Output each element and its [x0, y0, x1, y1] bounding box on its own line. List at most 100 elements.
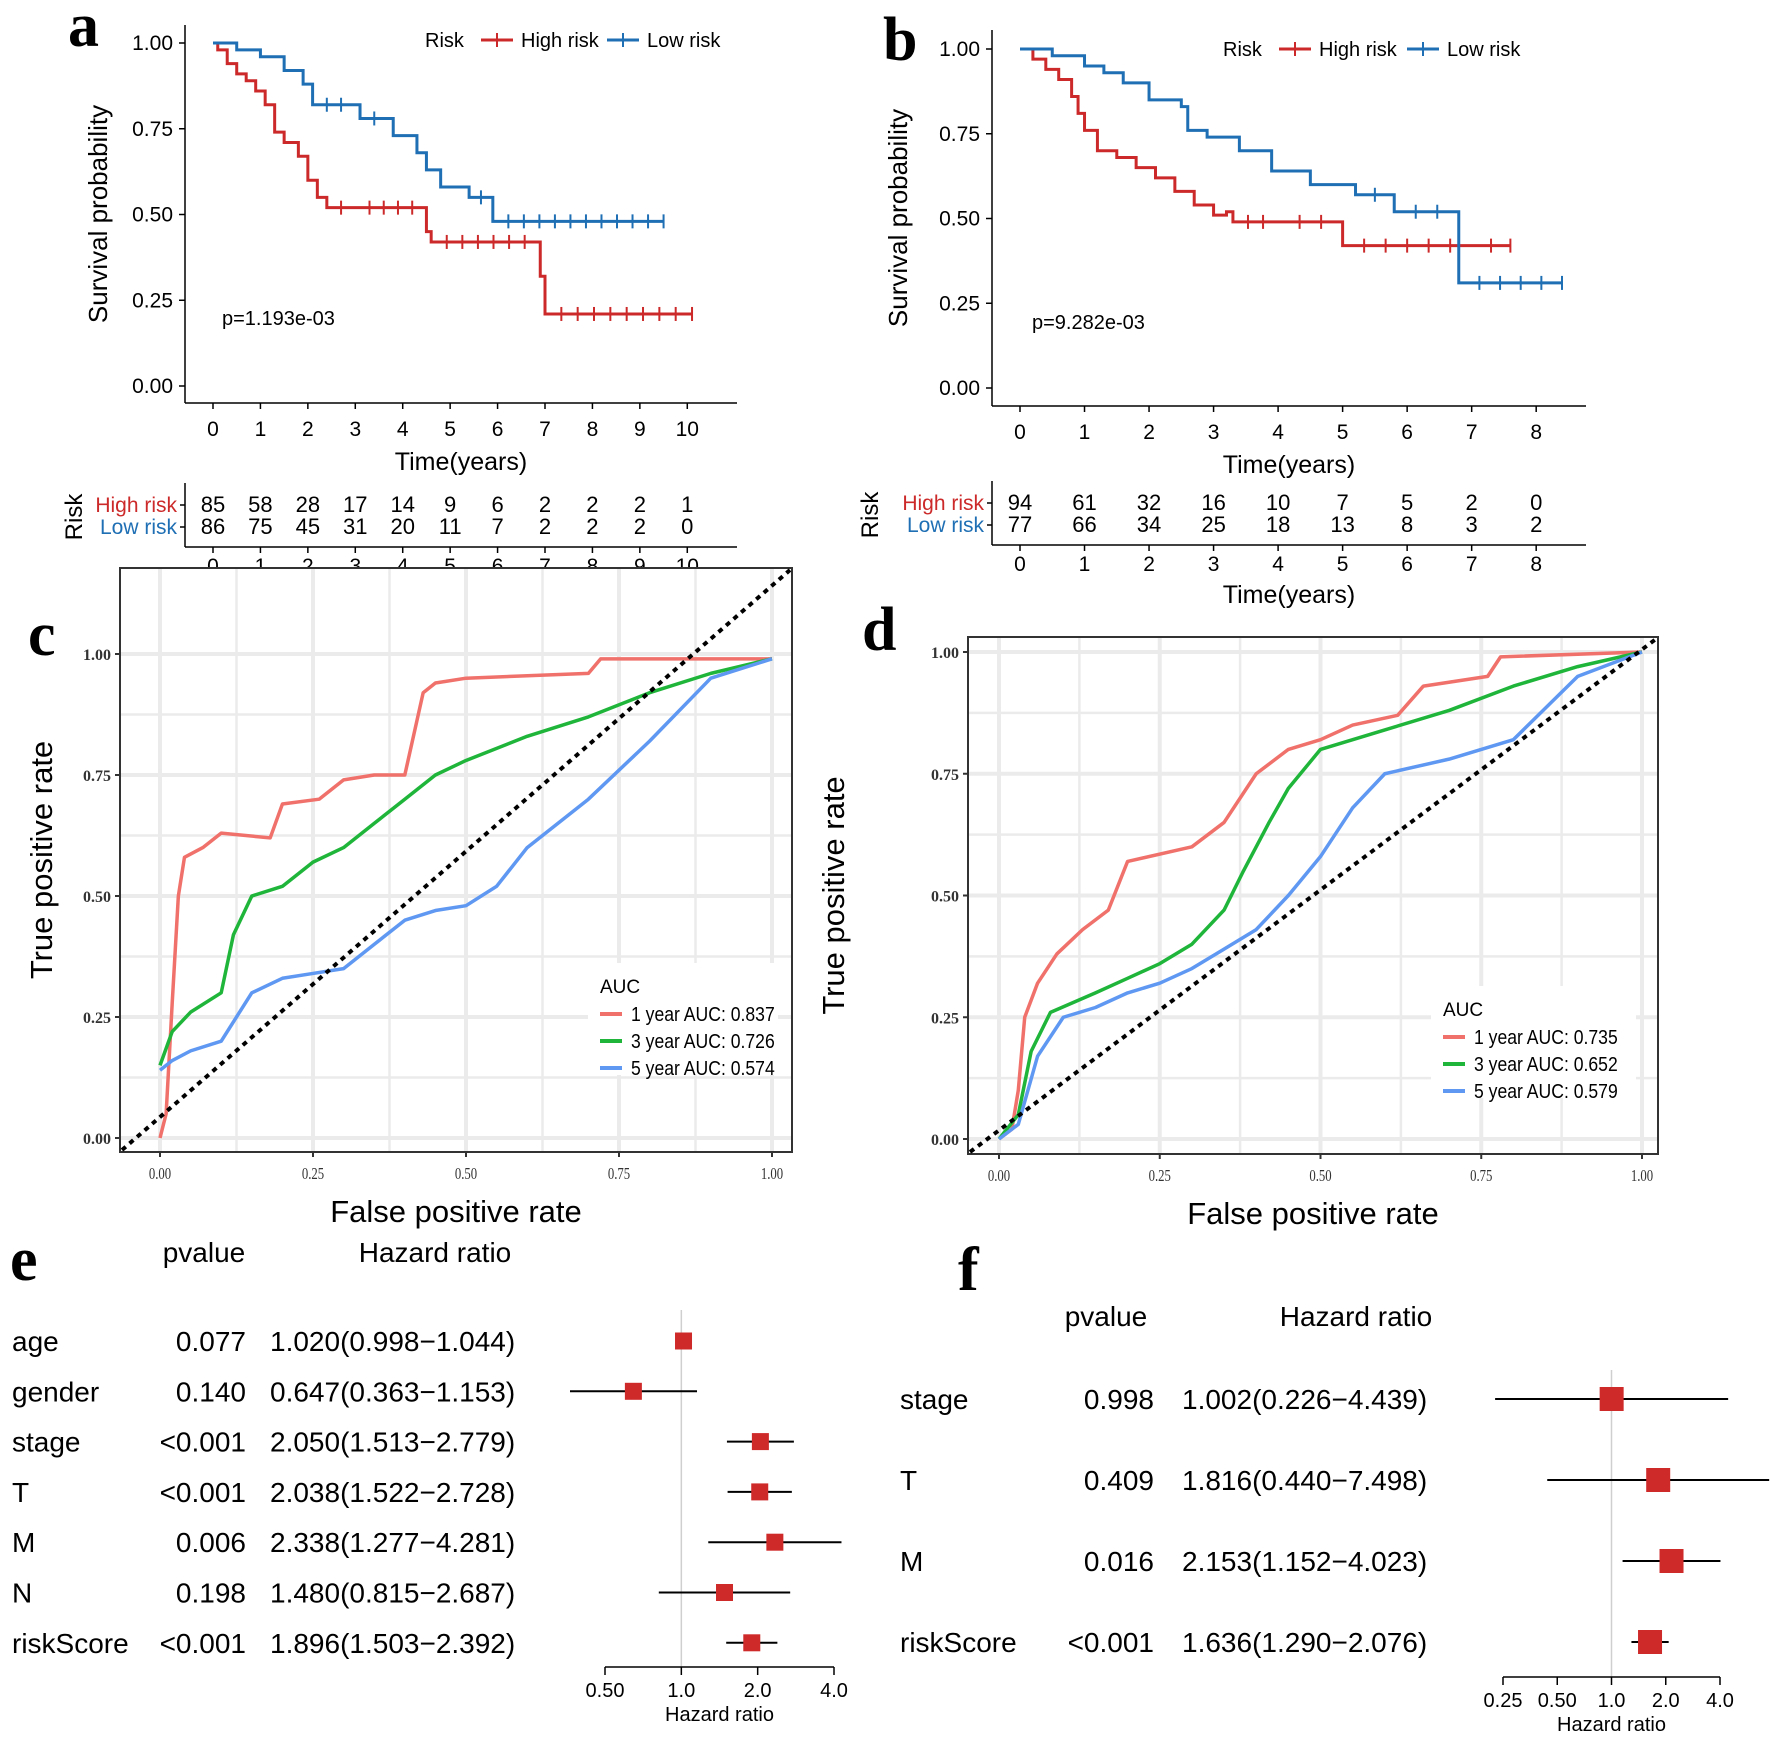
risk-count: 8 [1401, 512, 1413, 537]
row-pvalue: 0.077 [176, 1326, 246, 1357]
x-axis-title: Hazard ratio [1557, 1714, 1666, 1734]
legend-label: 1 year AUC: 0.735 [1474, 1026, 1618, 1048]
y-tick-label: 0.25 [83, 1010, 111, 1027]
risk-count: 25 [1201, 512, 1225, 537]
risk-table-title: Risk [61, 493, 88, 541]
legend-label: High risk [521, 30, 600, 52]
y-tick-label: 0.00 [939, 377, 980, 400]
x-tick-label: 0.00 [149, 1165, 171, 1183]
legend-title: AUC [600, 977, 640, 998]
row-pvalue: <0.001 [160, 1628, 246, 1659]
x-axis-title: Time(years) [395, 448, 527, 476]
x-tick-label: 10 [676, 418, 699, 441]
risk-x-tick-label: 9 [634, 555, 646, 578]
roc-curve-3yr [158, 657, 773, 1066]
x-tick-label: 0.50 [455, 1165, 477, 1183]
roc-curve-1yr [997, 650, 1643, 1141]
hr-box [1599, 1387, 1624, 1411]
y-tick-label: 0.75 [83, 768, 111, 785]
x-tick-label: 7 [1466, 421, 1478, 444]
header-hazard-ratio: Hazard ratio [359, 1237, 512, 1268]
p-value: p=1.193e-03 [222, 308, 335, 330]
legend-background [588, 963, 778, 1075]
x-tick-label: 1.00 [761, 1165, 783, 1183]
y-tick-label: 0.50 [931, 889, 959, 906]
row-pvalue: 0.006 [176, 1527, 246, 1558]
risk-count: 6 [491, 492, 503, 517]
risk-x-tick-label: 0 [207, 555, 219, 578]
legend-label: 1 year AUC: 0.837 [631, 1003, 775, 1025]
x-tick-label: 2 [302, 418, 314, 441]
y-axis-title: Survival probability [883, 109, 913, 327]
x-tick-label: 9 [634, 418, 646, 441]
hr-box [675, 1332, 693, 1350]
row-hazard-ratio: 1.002(0.226−4.439) [1182, 1384, 1427, 1415]
p-value: p=9.282e-03 [1032, 312, 1145, 334]
row-name: N [12, 1578, 32, 1609]
y-tick-label: 0.25 [132, 289, 173, 312]
risk-x-tick-label: 8 [587, 555, 599, 578]
panel-letter: b [883, 6, 917, 74]
risk-x-tick-label: 1 [255, 555, 267, 578]
y-axis-title: True positive rate [24, 741, 59, 979]
risk-count: 85 [201, 492, 225, 517]
y-tick-label: 1.00 [931, 645, 959, 662]
risk-count: 16 [1201, 490, 1225, 515]
hr-box [1659, 1549, 1684, 1573]
risk-count: 34 [1137, 512, 1161, 537]
legend: Risk High risk Low risk [1223, 39, 1521, 61]
row-name: gender [12, 1376, 99, 1407]
header-pvalue: pvalue [163, 1237, 246, 1268]
row-hazard-ratio: 2.038(1.522−2.728) [270, 1477, 515, 1508]
row-hazard-ratio: 2.153(1.152−4.023) [1182, 1546, 1427, 1577]
x-tick-label: 8 [1530, 421, 1542, 444]
x-tick-label: 0.50 [1538, 1690, 1577, 1712]
y-tick-label: 0.00 [931, 1132, 959, 1149]
hr-box [751, 1433, 769, 1451]
x-tick-label: 1.0 [1598, 1690, 1626, 1712]
risk-count: 2 [539, 492, 551, 517]
roc-curve-5yr [158, 657, 773, 1072]
risk-x-tick-label: 4 [1272, 553, 1284, 576]
row-hazard-ratio: 1.816(0.440−7.498) [1182, 1465, 1427, 1496]
row-hazard-ratio: 1.480(0.815−2.687) [270, 1578, 515, 1609]
risk-x-tick-label: 1 [1079, 553, 1091, 576]
row-hazard-ratio: 0.647(0.363−1.153) [270, 1376, 515, 1407]
panel-letter: d [862, 596, 896, 664]
risk-count: 1 [681, 492, 693, 517]
risk-x-tick-label: 8 [1530, 553, 1542, 576]
x-tick-label: 1 [1079, 421, 1091, 444]
forest-panel-e: e pvalue Hazard ratio age 0.077 1.020(0.998−1… [10, 1226, 848, 1726]
row-hazard-ratio: 2.338(1.277−4.281) [270, 1527, 515, 1558]
x-tick-label: 0.25 [302, 1165, 324, 1183]
y-tick-label: 1.00 [132, 32, 173, 55]
x-tick-label: 5 [1337, 421, 1349, 444]
legend: AUC 1 year AUC: 0.735 3 year AUC: 0.652 5 y… [1431, 986, 1636, 1102]
risk-count: 32 [1137, 490, 1161, 515]
hr-box [743, 1634, 761, 1652]
risk-count: 2 [1466, 490, 1478, 515]
row-name: M [900, 1546, 923, 1577]
x-tick-label: 5 [444, 418, 456, 441]
risk-x-tick-label: 0 [1014, 553, 1026, 576]
x-tick-label: 6 [492, 418, 504, 441]
y-tick-label: 1.00 [939, 38, 980, 61]
survival-curve-high [1020, 47, 1511, 248]
risk-count: 2 [634, 514, 646, 539]
risk-count: 94 [1008, 490, 1032, 515]
x-tick-label: 1 [255, 418, 267, 441]
risk-count: 2 [586, 514, 598, 539]
row-pvalue: 0.016 [1084, 1546, 1154, 1577]
x-tick-label: 0 [1014, 421, 1026, 444]
x-tick-label: 0.75 [608, 1165, 630, 1183]
km-panel-b: b0.000.250.500.751.000 1 2 3 4 5 6 7 8Time(years… [857, 6, 1586, 609]
row-name: T [900, 1465, 917, 1496]
x-tick-label: 0.25 [1484, 1690, 1523, 1712]
row-pvalue: 0.140 [176, 1376, 246, 1407]
risk-count: 86 [201, 514, 225, 539]
x-tick-label: 7 [539, 418, 551, 441]
row-pvalue: 0.998 [1084, 1384, 1154, 1415]
risk-count: 31 [343, 514, 367, 539]
legend-label: High risk [1319, 39, 1398, 61]
row-name: riskScore [12, 1628, 129, 1659]
